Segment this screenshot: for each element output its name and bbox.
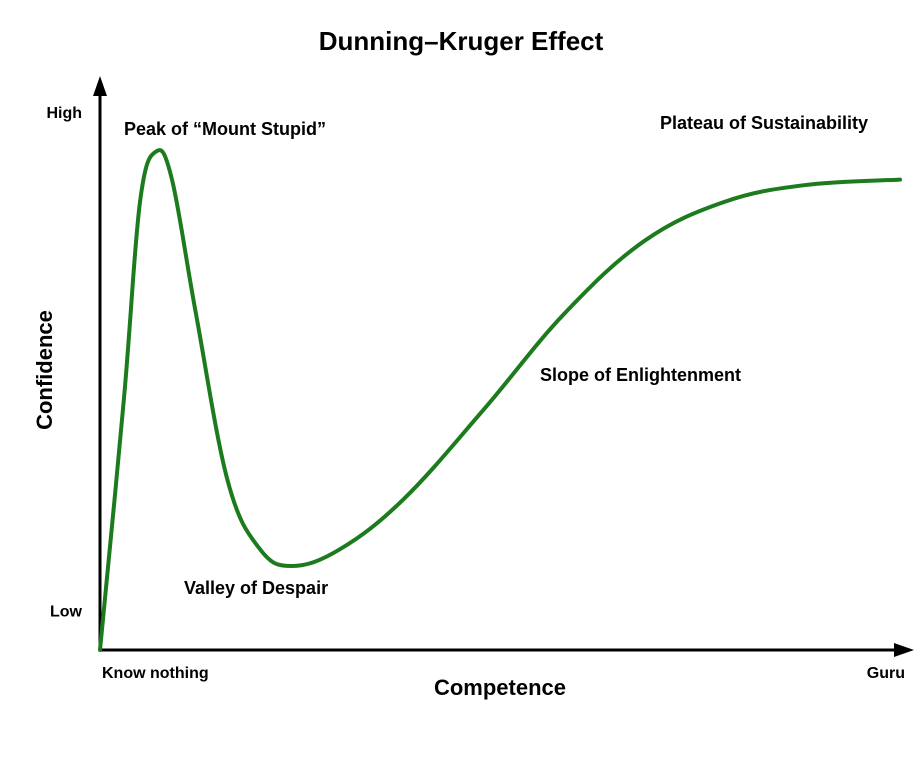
x-tick-high: Guru bbox=[867, 665, 905, 682]
annotation-peak: Peak of “Mount Stupid” bbox=[124, 119, 326, 139]
x-tick-low: Know nothing bbox=[102, 665, 209, 682]
chart-container: Dunning–Kruger Effect Confidence Compete… bbox=[0, 0, 923, 768]
y-axis-arrow-icon bbox=[93, 76, 107, 96]
annotation-slope: Slope of Enlightenment bbox=[540, 365, 741, 385]
x-axis-label: Competence bbox=[434, 675, 566, 700]
chart-svg: Dunning–Kruger Effect Confidence Compete… bbox=[0, 0, 923, 768]
annotation-valley: Valley of Despair bbox=[184, 578, 328, 598]
axes bbox=[93, 76, 914, 657]
x-axis-arrow-icon bbox=[894, 643, 914, 657]
y-tick-high: High bbox=[46, 105, 82, 122]
y-axis-label: Confidence bbox=[32, 310, 57, 430]
dunning-kruger-curve bbox=[100, 150, 900, 650]
annotation-plateau: Plateau of Sustainability bbox=[660, 113, 868, 133]
chart-title: Dunning–Kruger Effect bbox=[319, 26, 604, 56]
y-tick-low: Low bbox=[50, 603, 83, 620]
